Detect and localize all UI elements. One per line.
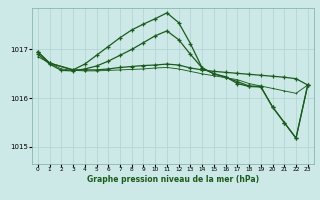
X-axis label: Graphe pression niveau de la mer (hPa): Graphe pression niveau de la mer (hPa) [87,175,259,184]
